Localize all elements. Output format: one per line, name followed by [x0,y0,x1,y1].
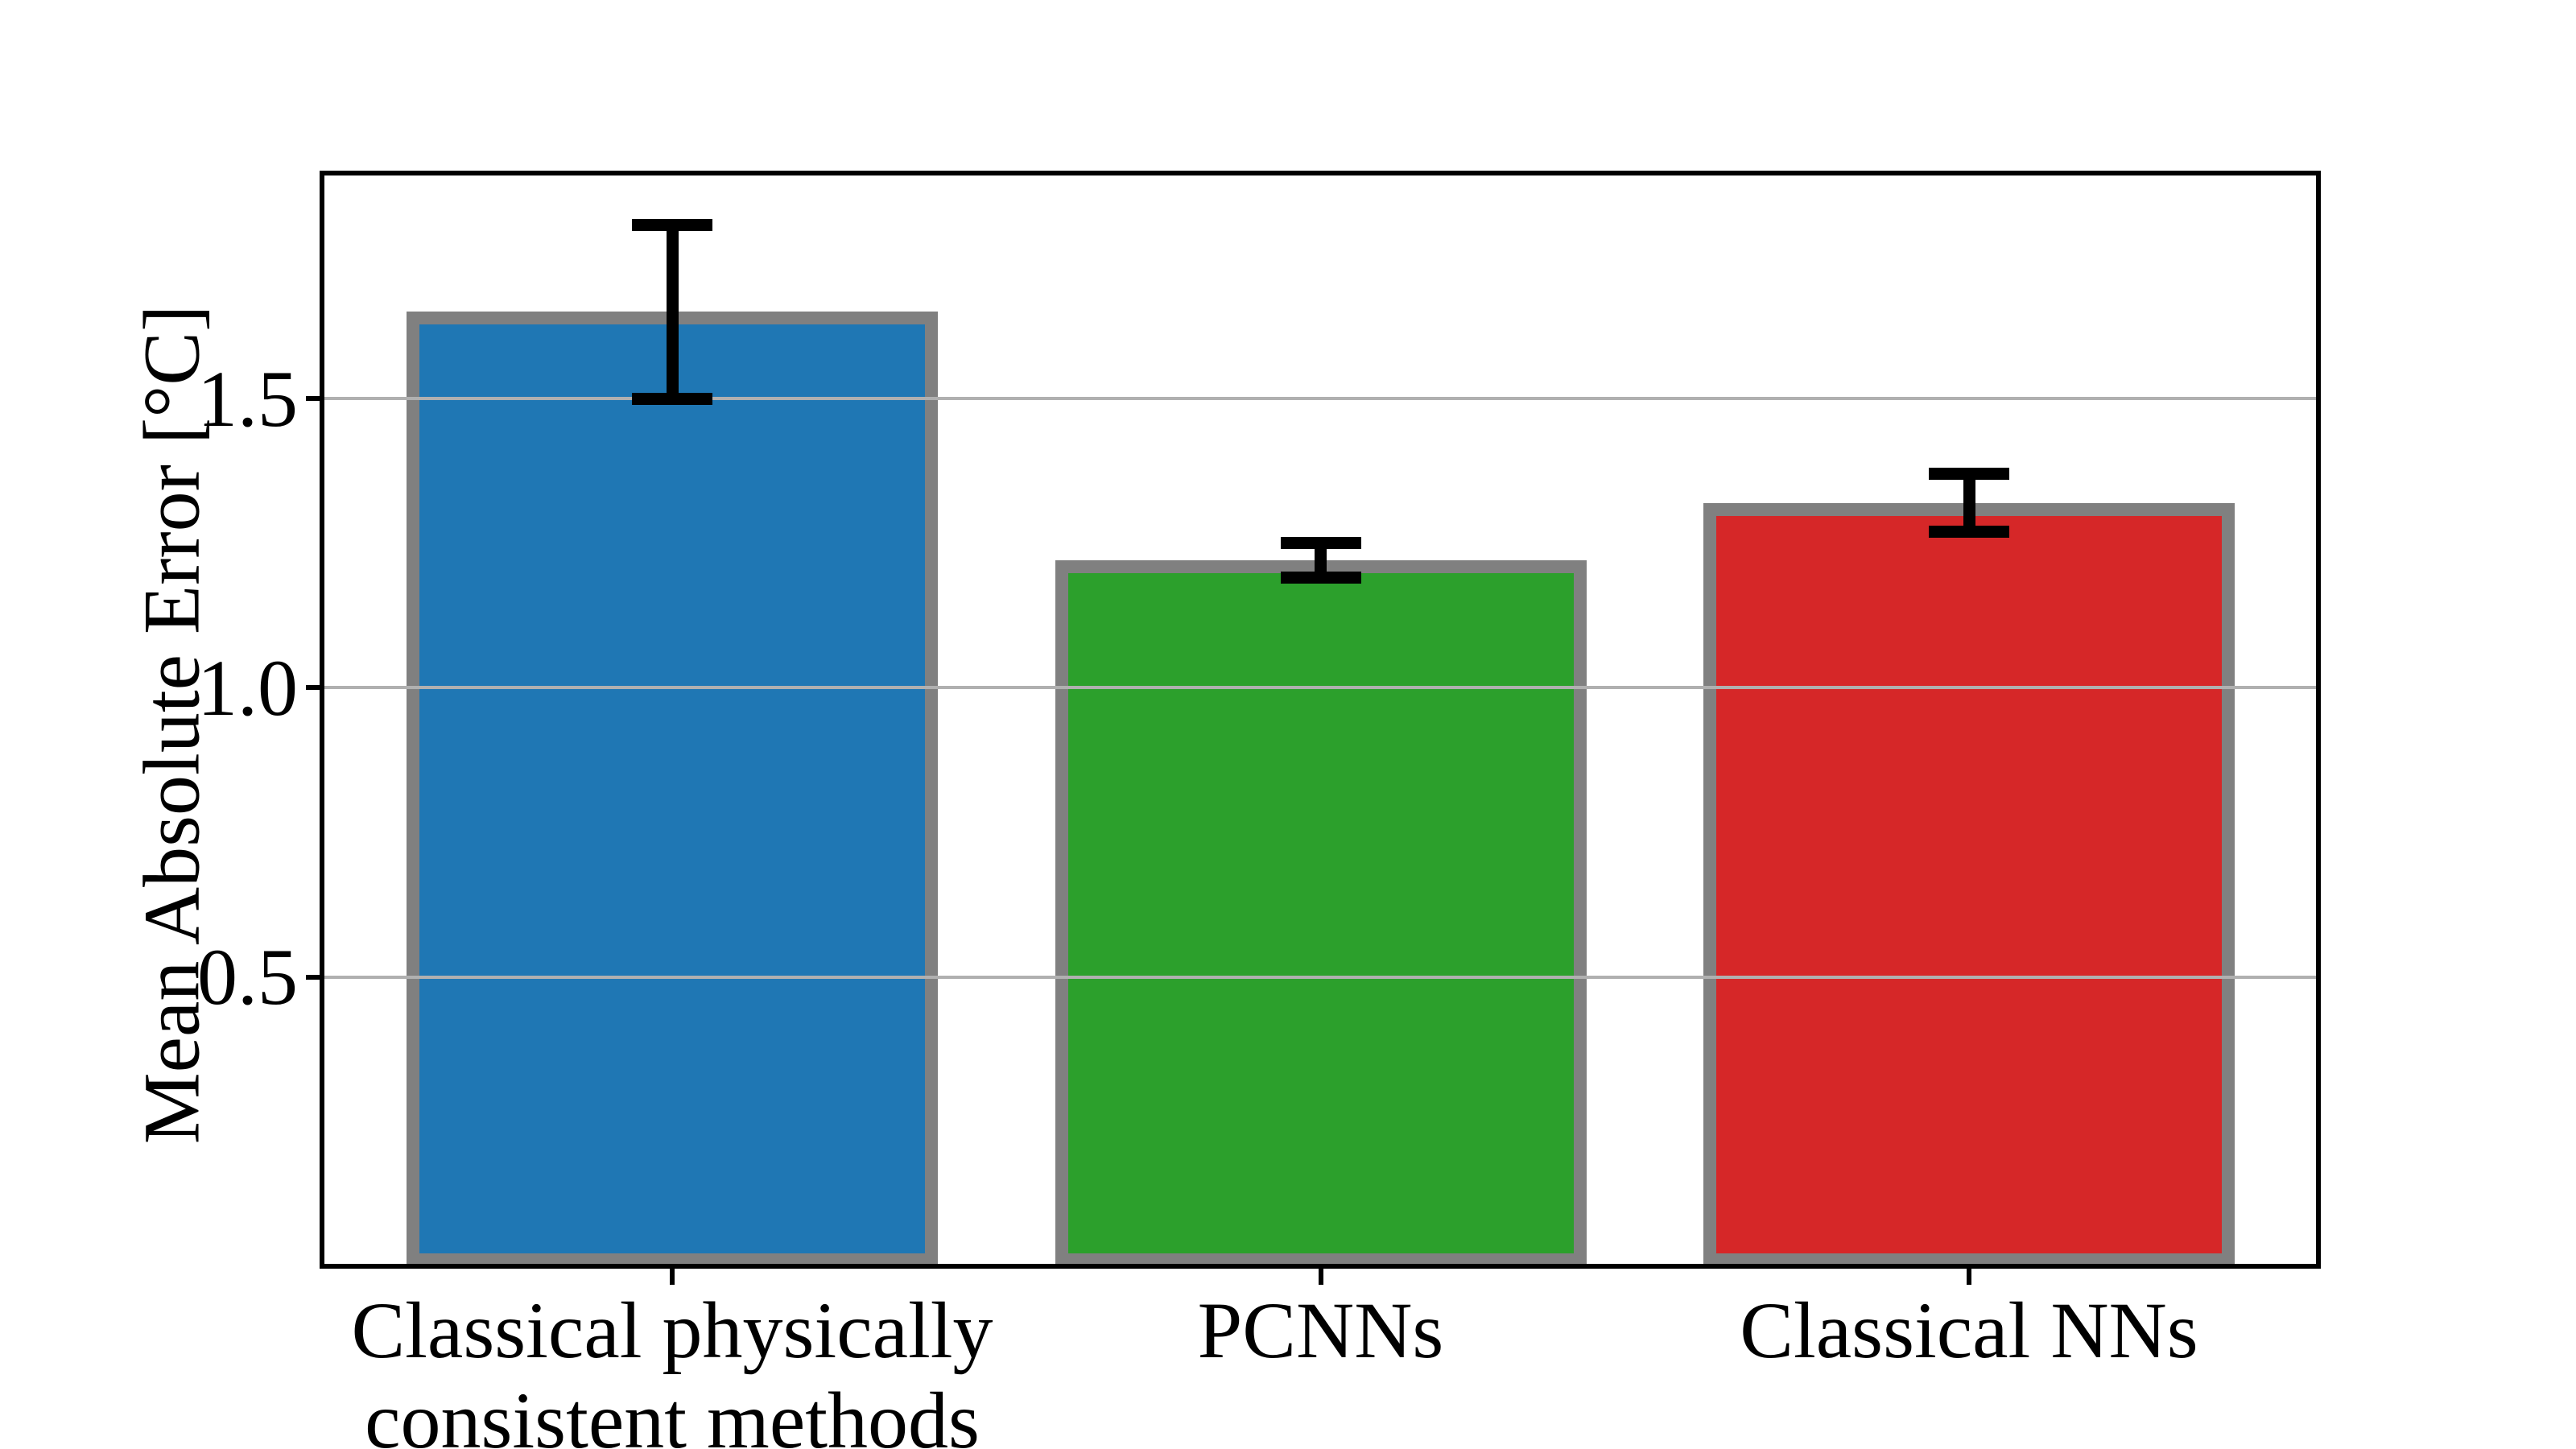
error-bar-cap [632,219,712,232]
bar [1703,502,2235,1266]
grid-line [322,397,2318,401]
error-bar-cap [632,392,712,405]
error-bar-cap [1280,572,1361,584]
grid-line [322,975,2318,979]
x-tick-label: Classical NNs [1740,1286,2198,1375]
bar [1055,560,1587,1266]
x-tick-label: PCNNs [1197,1286,1444,1375]
y-tick [306,974,322,980]
error-bar-cap [1929,468,2009,481]
y-tick [306,685,322,691]
x-tick [670,1269,675,1285]
grid-line [322,686,2318,690]
error-bar-line [1315,543,1327,578]
y-tick-label: 1.0 [197,642,298,733]
bar [407,312,938,1266]
y-tick [306,396,322,402]
error-bar-cap [1280,537,1361,550]
y-tick-label: 1.5 [197,353,298,444]
x-tick [1318,1269,1323,1285]
x-tick-label: Classical physically consistent methods [351,1286,993,1449]
x-tick [1967,1269,1971,1285]
error-bar-cap [1929,525,2009,538]
error-bar-line [666,225,679,399]
error-bar-line [1963,473,1975,532]
y-tick-label: 0.5 [197,932,298,1022]
